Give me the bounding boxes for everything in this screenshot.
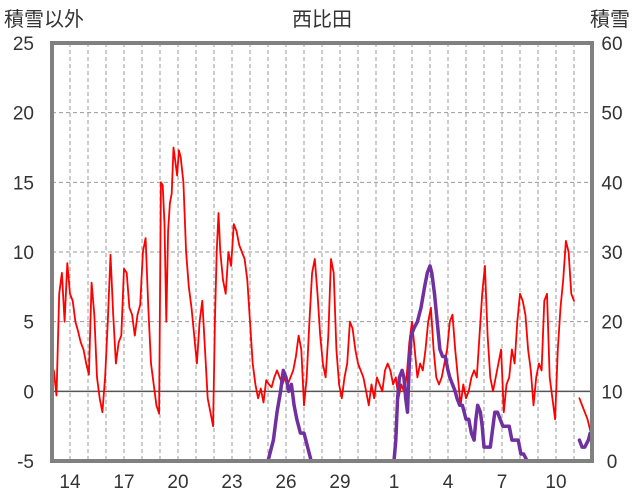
right-axis-label: 積雪 [590,7,630,31]
x-tick-label: 29 [329,472,350,493]
x-tick-label: 7 [497,472,508,493]
left-tick-label: 20 [13,104,34,125]
x-tick-label: 14 [59,472,81,493]
snow-depth-series-line [50,264,592,463]
x-tick-label: 10 [545,472,566,493]
right-tick-label: 10 [601,382,622,403]
left-tick-label: 10 [13,243,34,264]
x-tick-label: 23 [221,472,242,493]
left-tick-label: -5 [17,452,34,473]
left-tick-label: 0 [23,382,34,403]
left-tick-label: 5 [23,313,34,334]
x-tick-label: 1 [389,472,400,493]
x-tick-label: 20 [167,472,188,493]
right-tick-label: 0 [607,452,618,473]
left-axis-label: 積雪以外 [4,7,84,31]
x-tick-label: 26 [275,472,296,493]
left-tick-label: 25 [13,34,34,55]
right-tick-label: 30 [601,243,622,264]
right-tick-label: 60 [601,34,622,55]
temperature-series-line [51,146,592,432]
right-tick-label: 50 [601,104,622,125]
plot-frame [50,41,594,463]
chart-title: 西比田 [292,7,352,31]
left-tick-label: 15 [13,173,34,194]
right-tick-label: 20 [601,313,622,334]
x-tick-label: 4 [443,472,454,493]
series-layer [50,146,592,463]
x-tick-label: 17 [113,472,134,493]
right-tick-label: 40 [601,173,622,194]
grid-lines [52,43,592,461]
